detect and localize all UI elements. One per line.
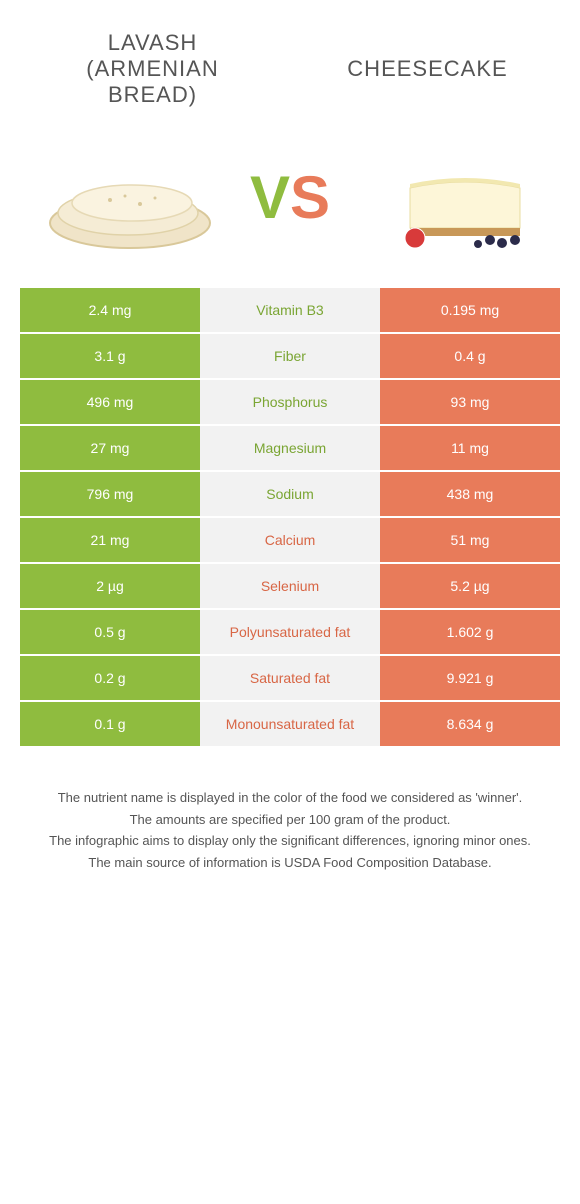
images-row: VS — [0, 118, 580, 288]
left-value: 2.4 mg — [20, 288, 200, 334]
right-value: 1.602 g — [380, 610, 560, 656]
footer-line-3: The infographic aims to display only the… — [30, 831, 550, 851]
left-value: 2 µg — [20, 564, 200, 610]
table-row: 2.4 mgVitamin B30.195 mg — [20, 288, 560, 334]
vs-label: VS — [240, 168, 340, 228]
left-value: 496 mg — [20, 380, 200, 426]
right-value: 8.634 g — [380, 702, 560, 748]
lavash-image — [30, 128, 230, 268]
nutrient-name: Calcium — [200, 518, 380, 564]
left-value: 27 mg — [20, 426, 200, 472]
nutrient-table: 2.4 mgVitamin B30.195 mg3.1 gFiber0.4 g4… — [20, 288, 560, 748]
table-row: 496 mgPhosphorus93 mg — [20, 380, 560, 426]
nutrient-name: Polyunsaturated fat — [200, 610, 380, 656]
right-value: 11 mg — [380, 426, 560, 472]
left-value: 0.5 g — [20, 610, 200, 656]
left-value: 21 mg — [20, 518, 200, 564]
table-row: 21 mgCalcium51 mg — [20, 518, 560, 564]
nutrient-name: Selenium — [200, 564, 380, 610]
right-value: 9.921 g — [380, 656, 560, 702]
right-value: 5.2 µg — [380, 564, 560, 610]
nutrient-name: Fiber — [200, 334, 380, 380]
right-value: 93 mg — [380, 380, 560, 426]
nutrient-name: Monounsaturated fat — [200, 702, 380, 748]
nutrient-name: Magnesium — [200, 426, 380, 472]
footer-line-2: The amounts are specified per 100 gram o… — [30, 810, 550, 830]
food-right-title: Cheesecake — [315, 56, 540, 82]
table-row: 27 mgMagnesium11 mg — [20, 426, 560, 472]
right-value: 0.195 mg — [380, 288, 560, 334]
nutrient-name: Saturated fat — [200, 656, 380, 702]
table-row: 2 µgSelenium5.2 µg — [20, 564, 560, 610]
right-value: 0.4 g — [380, 334, 560, 380]
left-value: 3.1 g — [20, 334, 200, 380]
left-value: 0.2 g — [20, 656, 200, 702]
left-value: 796 mg — [20, 472, 200, 518]
footer-notes: The nutrient name is displayed in the co… — [30, 788, 550, 874]
right-value: 438 mg — [380, 472, 560, 518]
right-value: 51 mg — [380, 518, 560, 564]
footer-line-4: The main source of information is USDA F… — [30, 853, 550, 873]
table-row: 0.5 gPolyunsaturated fat1.602 g — [20, 610, 560, 656]
food-left-title: Lavash (Armenian bread) — [40, 30, 265, 108]
nutrient-name: Vitamin B3 — [200, 288, 380, 334]
nutrient-name: Sodium — [200, 472, 380, 518]
cheesecake-image — [350, 128, 550, 268]
table-row: 3.1 gFiber0.4 g — [20, 334, 560, 380]
left-value: 0.1 g — [20, 702, 200, 748]
table-row: 0.2 gSaturated fat9.921 g — [20, 656, 560, 702]
header: Lavash (Armenian bread) Cheesecake — [0, 0, 580, 118]
footer-line-1: The nutrient name is displayed in the co… — [30, 788, 550, 808]
table-row: 0.1 gMonounsaturated fat8.634 g — [20, 702, 560, 748]
table-row: 796 mgSodium438 mg — [20, 472, 560, 518]
nutrient-name: Phosphorus — [200, 380, 380, 426]
vs-s-letter: S — [290, 164, 330, 231]
vs-v-letter: V — [250, 164, 290, 231]
